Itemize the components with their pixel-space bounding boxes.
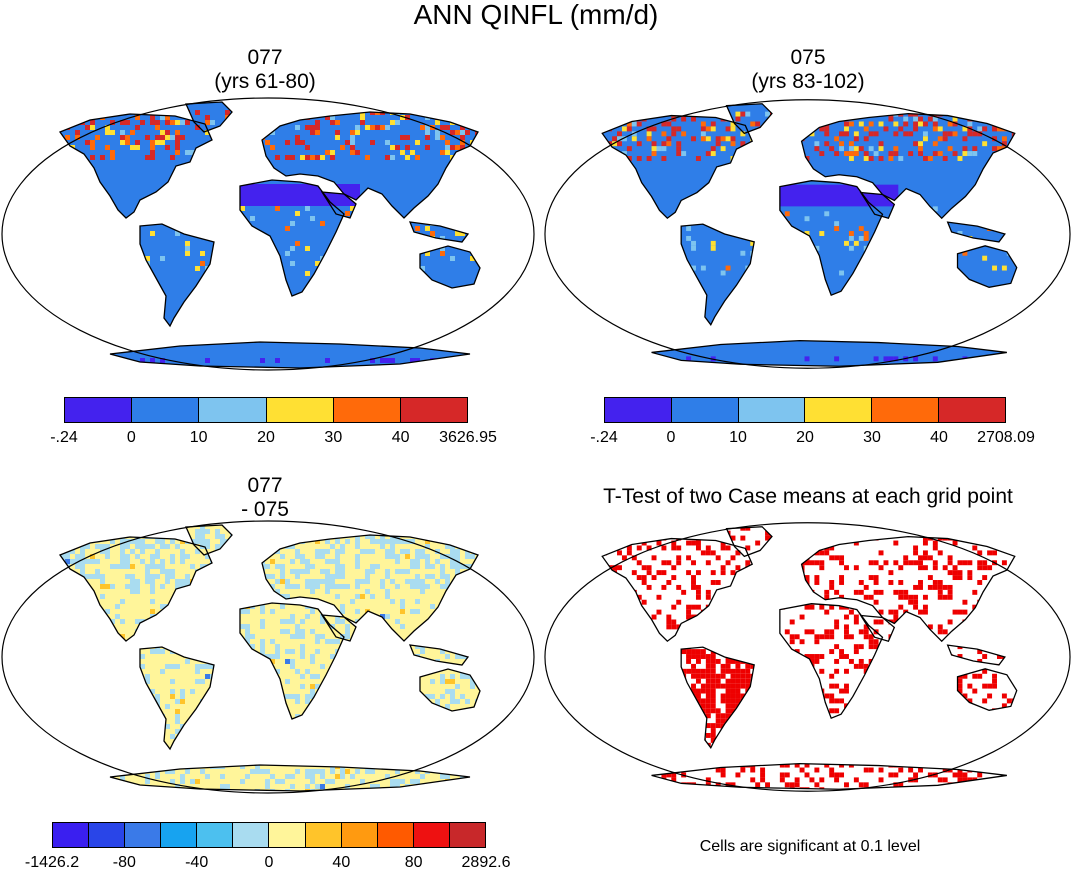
colorbar-case1 xyxy=(64,397,468,423)
colorbar-swatch xyxy=(377,823,414,847)
colorbar-swatch xyxy=(413,823,450,847)
colorbar-swatch xyxy=(605,398,672,422)
colorbar-swatch xyxy=(199,398,267,422)
colorbar-difference xyxy=(52,822,486,848)
significance-note: Cells are significant at 0.1 level xyxy=(699,838,921,855)
colorbar-swatch xyxy=(400,398,468,422)
panel-3-title-line1: 077 xyxy=(247,474,283,497)
colorbar-tick-label: 0 xyxy=(264,854,274,871)
colorbar-swatch xyxy=(671,398,739,422)
colorbar-tick-label: 0 xyxy=(666,429,676,446)
colorbar-tick-label: 80 xyxy=(404,854,423,871)
colorbar-swatch xyxy=(333,398,401,422)
colorbar-swatch xyxy=(161,823,198,847)
colorbar-swatch xyxy=(305,823,342,847)
colorbar-swatch xyxy=(89,823,126,847)
colorbar-tick-label: 40 xyxy=(930,429,948,446)
colorbar-swatch xyxy=(805,398,873,422)
colorbar-swatch xyxy=(872,398,940,422)
figure-title: ANN QINFL (mm/d) xyxy=(413,0,659,30)
colorbar-tick-label: 2892.6 xyxy=(461,854,511,871)
colorbar-swatch xyxy=(132,398,200,422)
colorbar-tick-label: 40 xyxy=(391,429,410,446)
colorbar-tick-label: -.24 xyxy=(590,429,618,446)
colorbar-swatch xyxy=(341,823,378,847)
colorbar-tick-label: 0 xyxy=(126,429,136,446)
panel-4-title: T-Test of two Case means at each grid po… xyxy=(603,485,1013,508)
colorbar-swatch xyxy=(449,823,485,847)
colorbar-tick-label: 10 xyxy=(189,429,208,446)
colorbar-tick-label: 3626.95 xyxy=(439,429,497,446)
panel-1-title-line2: (yrs 61-80) xyxy=(214,70,316,93)
colorbar-swatch xyxy=(269,823,306,847)
colorbar-swatch xyxy=(233,823,270,847)
map-case2 xyxy=(544,99,1071,369)
map-ttest xyxy=(544,522,1071,792)
colorbar-tick-label: 2708.09 xyxy=(977,429,1035,446)
map-difference xyxy=(1,520,535,794)
map-case1 xyxy=(1,97,535,371)
colorbar-tick-label: -.24 xyxy=(50,429,78,446)
panel-2-title-line2: (yrs 83-102) xyxy=(751,70,865,93)
colorbar-swatch xyxy=(125,823,162,847)
colorbar-tick-label: 40 xyxy=(332,854,351,871)
colorbar-case2 xyxy=(604,397,1006,423)
panel-3-title-line2: - 075 xyxy=(241,498,289,521)
colorbar-tick-label: 30 xyxy=(863,429,881,446)
colorbar-swatch xyxy=(266,398,334,422)
colorbar-swatch xyxy=(65,398,133,422)
colorbar-swatch xyxy=(939,398,1005,422)
colorbar-swatch xyxy=(738,398,806,422)
colorbar-tick-label: 20 xyxy=(796,429,814,446)
colorbar-swatch xyxy=(197,823,234,847)
panel-2-title-line1: 075 xyxy=(790,46,826,69)
colorbar-tick-label: -80 xyxy=(112,854,136,871)
colorbar-tick-label: 10 xyxy=(729,429,747,446)
colorbar-tick-label: -40 xyxy=(185,854,209,871)
colorbar-tick-label: 20 xyxy=(257,429,275,446)
panel-1-title-line1: 077 xyxy=(247,46,283,69)
colorbar-swatch xyxy=(53,823,90,847)
colorbar-tick-label: -1426.2 xyxy=(24,854,80,871)
colorbar-tick-label: 30 xyxy=(324,429,343,446)
